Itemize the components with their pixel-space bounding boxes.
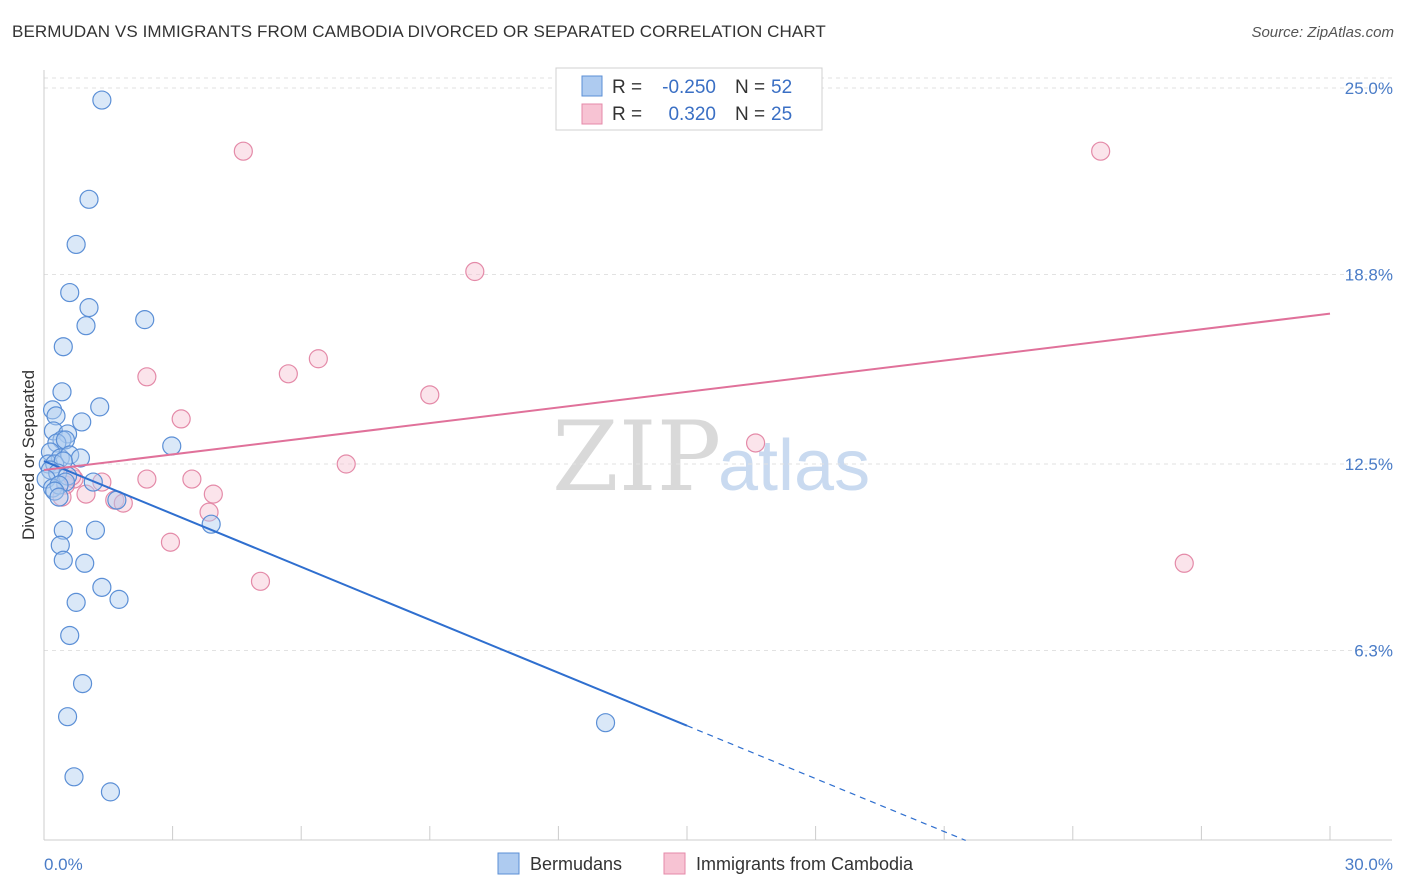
y-axis-title: Divorced or Separated [19,370,38,540]
bottom-legend-swatch-bermudans [497,852,520,875]
bottom-legend-cambodia: Immigrants from Cambodia [696,854,914,874]
cambodia-point [199,502,219,522]
legend-r-value-2: 0.320 [668,104,716,125]
bermudans-point [135,310,155,330]
bermudans-point [92,90,112,110]
bermudans-point [72,412,92,432]
legend-swatch-bermudans [581,75,603,97]
chart-source: Source: ZipAtlas.com [1251,24,1394,41]
cambodia-point [171,409,191,429]
cambodia-point [420,385,440,405]
watermark-zip: ZIP [552,401,721,513]
cambodia-point [160,532,181,552]
bermudans-point [52,382,72,402]
bottom-legend-swatch-cambodia [663,852,686,875]
bermudans-point [49,487,69,507]
legend-n-value-2: 25 [771,104,792,125]
bermudans-point [92,577,112,597]
bermudans-point [595,713,616,733]
bermudans-point [53,337,73,357]
cambodia-trend-line [43,312,1331,472]
bermudans-point [60,625,80,646]
cambodia-point [465,261,485,282]
cambodia-point [1174,553,1194,573]
y-tick-labels: 25.0% 18.8% 12.5% 6.3% [1345,79,1393,660]
bermudans-trend-line [43,460,688,727]
legend-n-label-2: N = [735,104,765,125]
cambodia-point [336,454,356,474]
bermudans-point [60,282,80,303]
cambodia-point [137,367,157,387]
bermudans-point [75,553,95,573]
bermudans-point [85,520,106,540]
cambodia-point [137,469,157,489]
legend-r-value-1: -0.250 [662,77,716,98]
bermudans-point [50,535,70,555]
axes [43,70,1392,841]
bermudans-point [162,436,182,456]
series-bermudans-points [36,90,616,802]
bottom-legend: Bermudans Immigrants from Cambodia [497,852,914,875]
x-tick-label-end: 30.0% [1345,855,1393,874]
cambodia-point [203,484,223,504]
bermudans-point [42,400,63,420]
bermudans-point [66,234,86,255]
cambodia-point [182,469,202,489]
cambodia-point [250,571,271,591]
bermudans-point [100,782,121,802]
bermudans-point [66,592,86,612]
bermudans-point [109,589,129,609]
bermudans-point [79,189,99,209]
bermudans-point [57,707,78,727]
cambodia-point [76,484,96,504]
y-tick-label: 25.0% [1345,79,1393,98]
trend-lines [43,312,1331,841]
bermudans-point [72,673,93,694]
cambodia-point [308,349,328,369]
bermudans-trend-extension [686,725,966,841]
bermudans-point [76,316,96,336]
x-tick-label-start: 0.0% [44,855,83,874]
chart-title: BERMUDAN VS IMMIGRANTS FROM CAMBODIA DIV… [12,22,826,41]
legend-r-label-1: R = [612,77,642,98]
bermudans-point [64,767,84,787]
bermudans-point [53,520,73,540]
legend: R = -0.250 N = 52 R = 0.320 N = 25 [555,67,823,131]
y-tick-label: 12.5% [1345,455,1393,474]
bermudans-point [46,406,66,426]
cambodia-point [745,433,766,453]
legend-n-label-1: N = [735,77,765,98]
bermudans-point [53,550,73,570]
legend-swatch-cambodia [581,103,603,125]
cambodia-point [1091,141,1111,161]
series-cambodia-points [52,141,1194,591]
x-tick-labels: 0.0% 30.0% [44,855,1393,874]
cambodia-point [233,141,253,161]
y-tick-label: 18.8% [1345,266,1393,285]
watermark: ZIP atlas [552,401,870,513]
y-tick-label: 6.3% [1354,642,1393,661]
cambodia-point [278,364,298,384]
legend-n-value-1: 52 [771,77,792,98]
bottom-legend-bermudans: Bermudans [530,854,622,874]
legend-r-label-2: R = [612,104,642,125]
watermark-atlas: atlas [718,426,870,506]
bermudans-point [79,298,99,318]
bermudans-point [55,430,76,450]
bermudans-point [90,397,110,417]
